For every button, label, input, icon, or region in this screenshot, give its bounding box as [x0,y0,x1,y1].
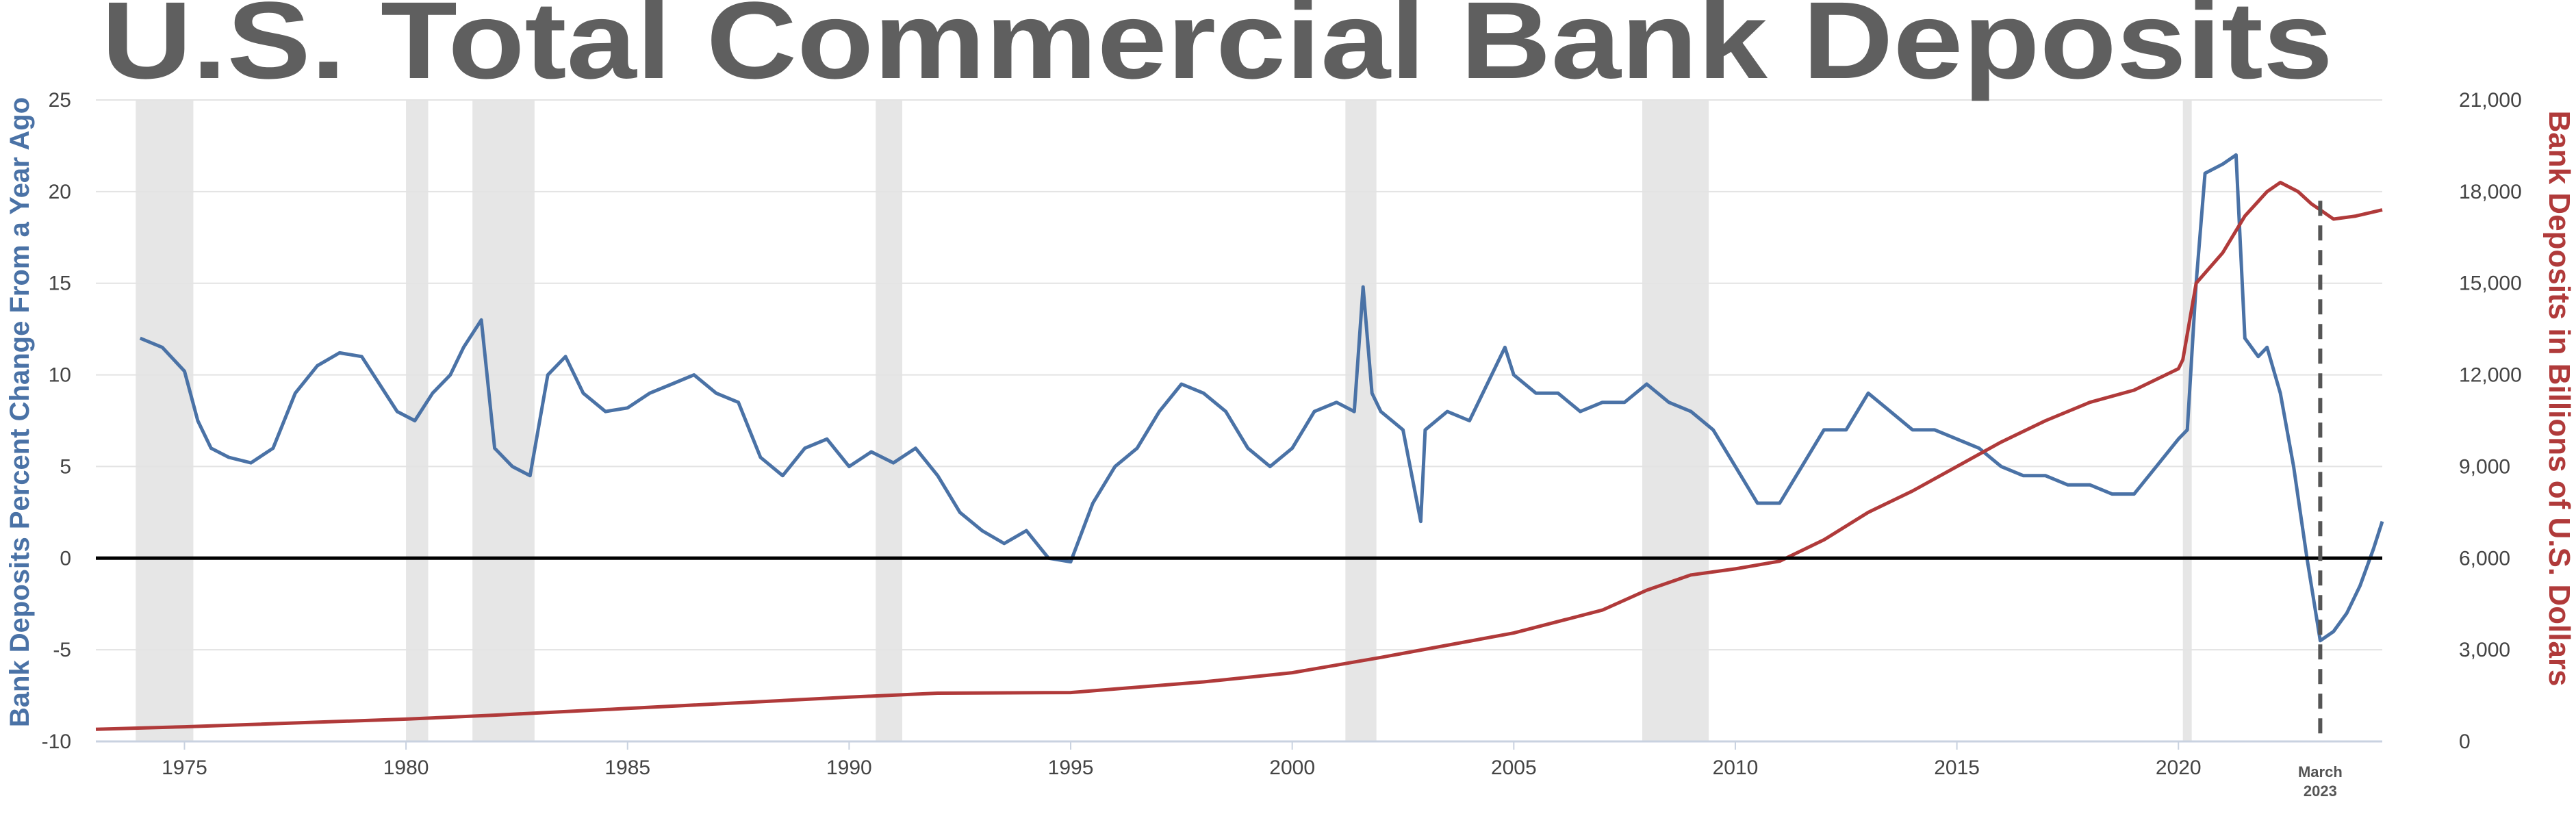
recession-band [1345,100,1377,741]
left-tick-label: 5 [60,455,71,478]
right-tick-label: 18,000 [2459,181,2522,203]
chart-title: U.S. Total Commercial Bank Deposits [101,0,2333,101]
right-tick-label: 21,000 [2459,89,2522,112]
recession-bands [136,100,2192,741]
x-tick-label: 2005 [1491,756,1537,779]
right-axis-title: Bank Deposits in Billions of U.S. Dollar… [2542,110,2576,686]
left-tick-label: -5 [53,639,71,661]
x-tick-label: 2000 [1269,756,1315,779]
left-tick-label: 0 [60,547,71,570]
right-tick-label: 12,000 [2459,364,2522,387]
annotation-month: March [2298,763,2343,780]
x-tick-label: 2015 [1934,756,1980,779]
x-tick-label: 2020 [2156,756,2202,779]
percent-change-line [139,153,2384,643]
left-tick-label: -10 [42,730,71,753]
right-tick-labels: 0 3,000 6,000 9,000 12,000 15,000 18,000 21,000 [2459,89,2522,753]
right-tick-label: 0 [2459,730,2471,753]
x-tick-label: 1975 [162,756,207,779]
left-tick-label: 20 [49,181,71,203]
left-tick-labels: -10 -5 0 5 10 15 20 25 [42,89,71,753]
left-tick-label: 25 [49,89,71,112]
recession-band [406,100,429,741]
right-tick-label: 3,000 [2459,639,2510,661]
recession-band [1642,100,1709,741]
recession-band [472,100,535,741]
deposits-level-line [95,181,2383,731]
x-tick-label: 1985 [604,756,650,779]
x-tick-label: 1990 [826,756,872,779]
x-tick-label: 1995 [1048,756,1094,779]
left-axis-title: Bank Deposits Percent Change From a Year… [5,97,35,727]
left-tick-label: 10 [49,364,71,387]
right-tick-label: 6,000 [2459,547,2510,570]
recession-band [136,100,194,741]
annotation-year: 2023 [2304,783,2337,800]
left-tick-label: 15 [49,272,71,295]
recession-band [876,100,903,741]
x-tick-labels: 1975 1980 1985 1990 1995 2000 2005 2010 2015 2020 [162,741,2202,779]
gridlines [96,99,2382,743]
annotation: March 2023 [2298,201,2343,800]
series-lines [95,153,2384,731]
right-tick-label: 9,000 [2459,455,2510,478]
x-tick-label: 2010 [1713,756,1759,779]
right-tick-label: 15,000 [2459,272,2522,295]
x-tick-label: 1980 [383,756,429,779]
